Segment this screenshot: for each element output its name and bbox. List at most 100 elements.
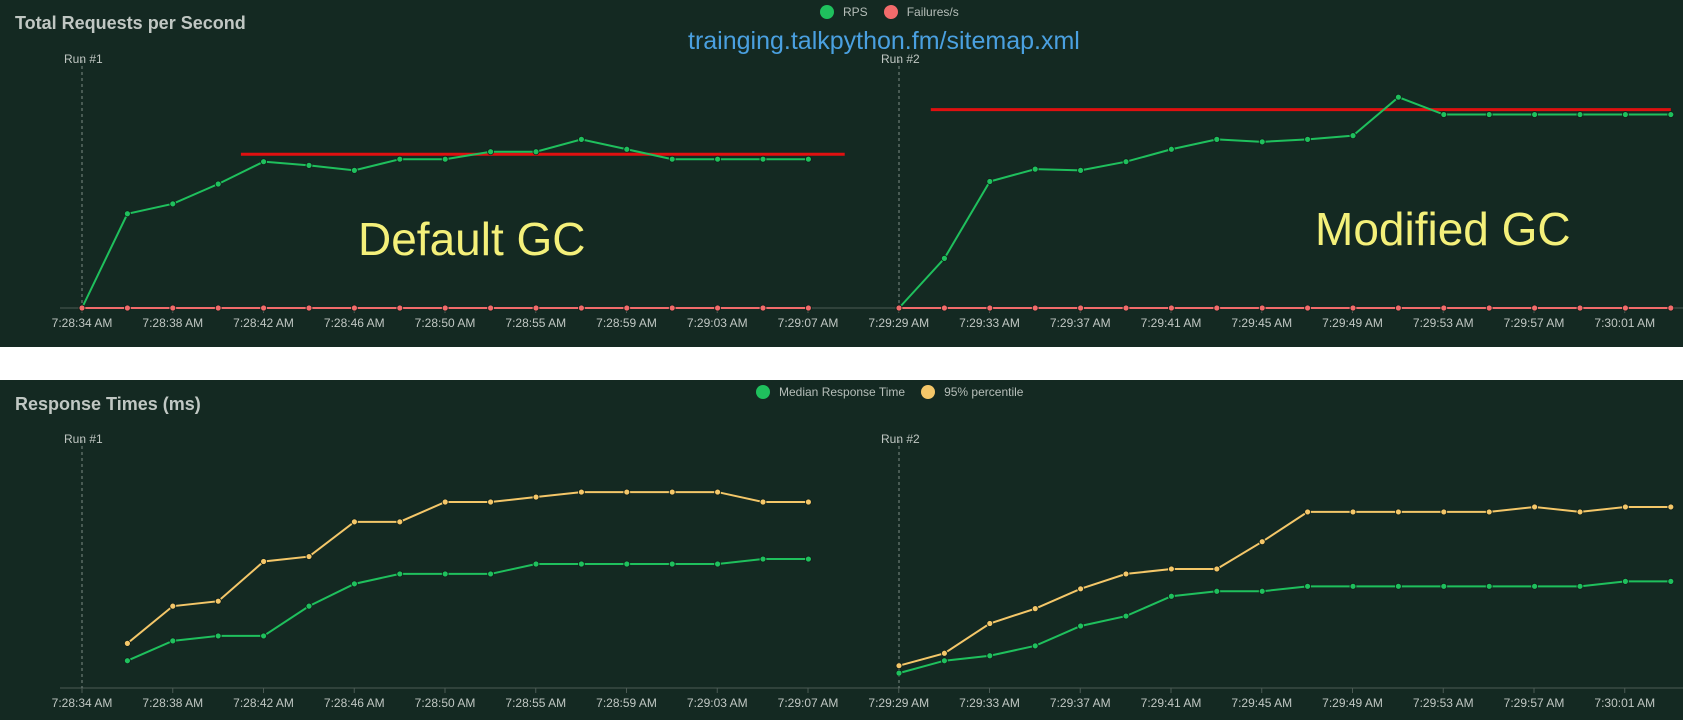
median-response-time-point	[1667, 577, 1675, 585]
legend-label-median: Median Response Time	[779, 385, 906, 399]
rps-legend-dot	[820, 5, 834, 19]
rps-point	[532, 148, 540, 156]
95-percentile-point	[623, 488, 631, 496]
failures-s-point	[396, 304, 404, 312]
95-percentile-point	[668, 488, 676, 496]
median-response-time-point	[1349, 582, 1357, 590]
failures-s-point	[1531, 304, 1538, 312]
median-response-time-point	[260, 632, 268, 640]
median-response-time-point	[1304, 582, 1311, 590]
x-tick-label: 7:29:45 AM	[1231, 316, 1292, 330]
95-percentile-point	[1168, 565, 1175, 573]
median-response-time-point	[941, 657, 948, 665]
x-tick-label: 7:29:53 AM	[1413, 316, 1474, 330]
failures-s-point	[260, 304, 268, 312]
95-percentile-point	[124, 639, 131, 647]
legend-item-rps[interactable]: RPS	[820, 5, 868, 19]
rps-point	[169, 200, 177, 208]
95-percentile-point	[1031, 605, 1039, 613]
median-response-time-line-run-2	[898, 580, 1671, 675]
failures-s-point	[759, 304, 767, 312]
rps-point	[1485, 111, 1493, 118]
95-percentile-point	[1531, 503, 1538, 511]
median-response-time-point	[1395, 582, 1402, 590]
median-response-time-point	[1531, 582, 1538, 590]
default-gc-annotation: Default GC	[358, 213, 586, 265]
failures-s-point	[1258, 304, 1266, 312]
x-tick-label: 7:28:42 AM	[233, 316, 294, 330]
95-percentile-point	[1258, 538, 1266, 546]
failures-s-point	[1213, 304, 1221, 312]
rps-point	[1304, 135, 1311, 143]
legend-item-failures[interactable]: Failures/s	[883, 5, 959, 19]
failures-s-point	[1077, 304, 1084, 312]
failures-s-point	[1576, 304, 1584, 312]
rps-point	[1395, 93, 1402, 101]
x-tick-label: 7:29:07 AM	[778, 316, 839, 330]
median-response-time-point	[1077, 622, 1084, 630]
x-tick-label: 7:29:07 AM	[778, 696, 839, 710]
failures-s-point	[1168, 304, 1175, 312]
legend-item-p95[interactable]: 95% percentile	[921, 385, 1023, 399]
run-label-1: Run #1	[64, 432, 103, 446]
rps-point	[1440, 111, 1448, 118]
rps-point	[668, 155, 676, 163]
median-response-time-point	[668, 560, 676, 568]
rps-point	[1349, 132, 1357, 140]
x-tick-label: 7:29:57 AM	[1504, 316, 1565, 330]
95-percentile-point	[169, 602, 177, 610]
median-response-time-point	[986, 652, 994, 660]
x-tick-label: 7:29:29 AM	[868, 316, 929, 330]
x-tick-label: 7:28:55 AM	[505, 316, 566, 330]
failures-s-point	[487, 304, 495, 312]
95-percentile-point	[805, 498, 812, 506]
failures-s-point	[578, 304, 585, 312]
x-tick-label: 7:29:03 AM	[687, 696, 748, 710]
x-tick-label: 7:29:41 AM	[1141, 316, 1202, 330]
failures-s-point	[1304, 304, 1311, 312]
rps-point	[1168, 145, 1175, 153]
median-response-time-point	[1485, 582, 1493, 590]
failures-s-point	[124, 304, 131, 312]
95-percentile-point	[1349, 508, 1357, 516]
failures-s-point	[1122, 304, 1130, 312]
median-response-time-point	[441, 570, 449, 578]
failures-s-point	[941, 304, 948, 312]
failures-s-point	[986, 304, 994, 312]
x-tick-label: 7:29:33 AM	[959, 696, 1020, 710]
failures-s-point	[895, 304, 903, 312]
x-tick-label: 7:29:45 AM	[1231, 696, 1292, 710]
x-tick-label: 7:28:46 AM	[324, 316, 385, 330]
modified-gc-annotation: Modified GC	[1315, 203, 1571, 255]
x-tick-label: 7:29:53 AM	[1413, 696, 1474, 710]
rps-line-run-2	[898, 96, 1671, 309]
rps-point	[1122, 158, 1130, 166]
rps-point	[623, 145, 631, 153]
rps-chart-title: Total Requests per Second	[15, 13, 246, 33]
legend-item-median[interactable]: Median Response Time	[756, 385, 905, 399]
95-percentile-point	[1622, 503, 1629, 511]
failures-s-point	[78, 304, 86, 312]
rps-point	[396, 155, 404, 163]
median-response-time-point	[1576, 582, 1584, 590]
95-percentile-point	[1213, 565, 1221, 573]
failures-s-point	[1440, 304, 1448, 312]
x-tick-label: 7:30:01 AM	[1594, 696, 1655, 710]
95-percentile-point	[1122, 570, 1130, 578]
x-tick-label: 7:28:59 AM	[596, 316, 657, 330]
run-label-2: Run #2	[881, 432, 920, 446]
rps-legend: RPS Failures/s	[820, 4, 967, 20]
95-percentile-point	[214, 597, 222, 605]
95-percentile-point	[578, 488, 585, 496]
run-label-1: Run #1	[64, 52, 103, 66]
x-tick-label: 7:28:46 AM	[324, 696, 385, 710]
rps-point	[305, 161, 313, 169]
failures-s-point	[532, 304, 540, 312]
95-percentile-point	[1667, 503, 1675, 511]
failures-s-point	[350, 304, 358, 312]
x-tick-label: 7:29:37 AM	[1050, 696, 1111, 710]
95-percentile-line-run-1	[126, 491, 809, 645]
median-response-time-point	[532, 560, 540, 568]
x-tick-label: 7:29:29 AM	[868, 696, 929, 710]
median-response-time-point	[578, 560, 585, 568]
